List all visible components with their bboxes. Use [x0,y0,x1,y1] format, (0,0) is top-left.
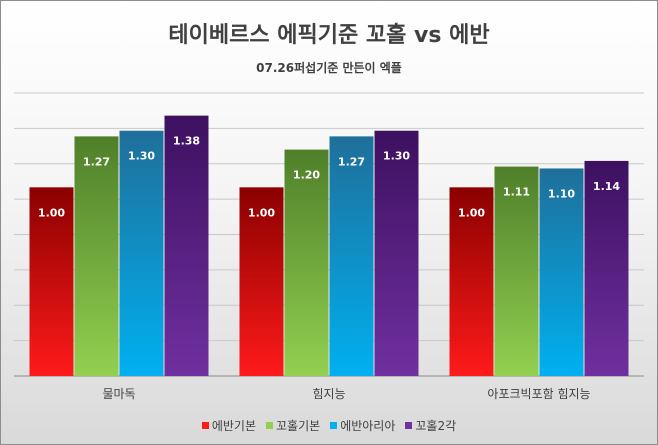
data-label-2-0: 1.30 [128,150,155,163]
data-label-3-2: 1.14 [593,180,620,193]
x-tick-label-2: 아포크빅포함 힘지능 [487,387,590,401]
data-label-2-1: 1.27 [338,155,365,168]
bar-1-0 [74,136,119,376]
data-label-3-0: 1.38 [173,135,200,148]
legend-item-0: 에반기본 [201,417,257,434]
legend-item-2: 에반아리아 [330,417,395,434]
chart-subtitle: 07.26퍼섭기준 만든이 엑플 [256,61,402,75]
bar-0-0 [29,187,74,376]
legend-item-3: 꼬홀2각 [405,417,456,434]
bar-2-0 [119,130,164,376]
bar-0-1 [239,187,284,376]
bar-3-2 [584,160,629,376]
data-label-1-0: 1.27 [83,155,110,168]
data-label-0-0: 1.00 [38,206,65,219]
legend-item-1: 꼬홀기본 [266,417,320,434]
data-label-1-2: 1.11 [503,186,530,199]
data-label-0-1: 1.00 [248,206,275,219]
legend-swatch-2 [330,422,338,429]
bar-0-2 [449,187,494,376]
data-labels: 1.00 1.27 1.30 1.38 1.00 1.20 1.27 1.30 1.00 1.11… [38,135,620,220]
legend-swatch-3 [405,422,413,429]
bar-2-1 [329,136,374,376]
bar-1-1 [284,149,329,376]
bar-1-2 [494,166,539,376]
gridlines [14,92,644,377]
x-tick-label-1: 힘지능 [312,387,345,401]
data-label-0-2: 1.00 [458,206,485,219]
legend-swatch-1 [266,422,274,429]
x-tick-labels: 물마독 힘지능 아포크빅포함 힘지능 [102,387,590,401]
data-label-3-1: 1.30 [383,150,410,163]
data-label-1-1: 1.20 [293,169,320,182]
bar-3-0 [164,115,209,376]
legend: 에반기본 꼬홀기본 에반아리아 꼬홀2각 [0,417,658,434]
chart-title: 테이베르스 에픽기준 꼬홀 vs 에반 [168,23,490,48]
legend-label-3: 꼬홀2각 [415,419,457,433]
legend-label-1: 꼬홀기본 [276,419,321,433]
data-label-2-2: 1.10 [548,187,575,200]
bars [29,115,629,376]
legend-label-0: 에반기본 [211,419,257,433]
legend-label-2: 에반아리아 [340,419,396,433]
x-tick-label-0: 물마독 [102,387,135,401]
legend-swatch-0 [201,422,209,429]
bar-3-1 [374,130,419,376]
bar-2-2 [539,168,584,376]
